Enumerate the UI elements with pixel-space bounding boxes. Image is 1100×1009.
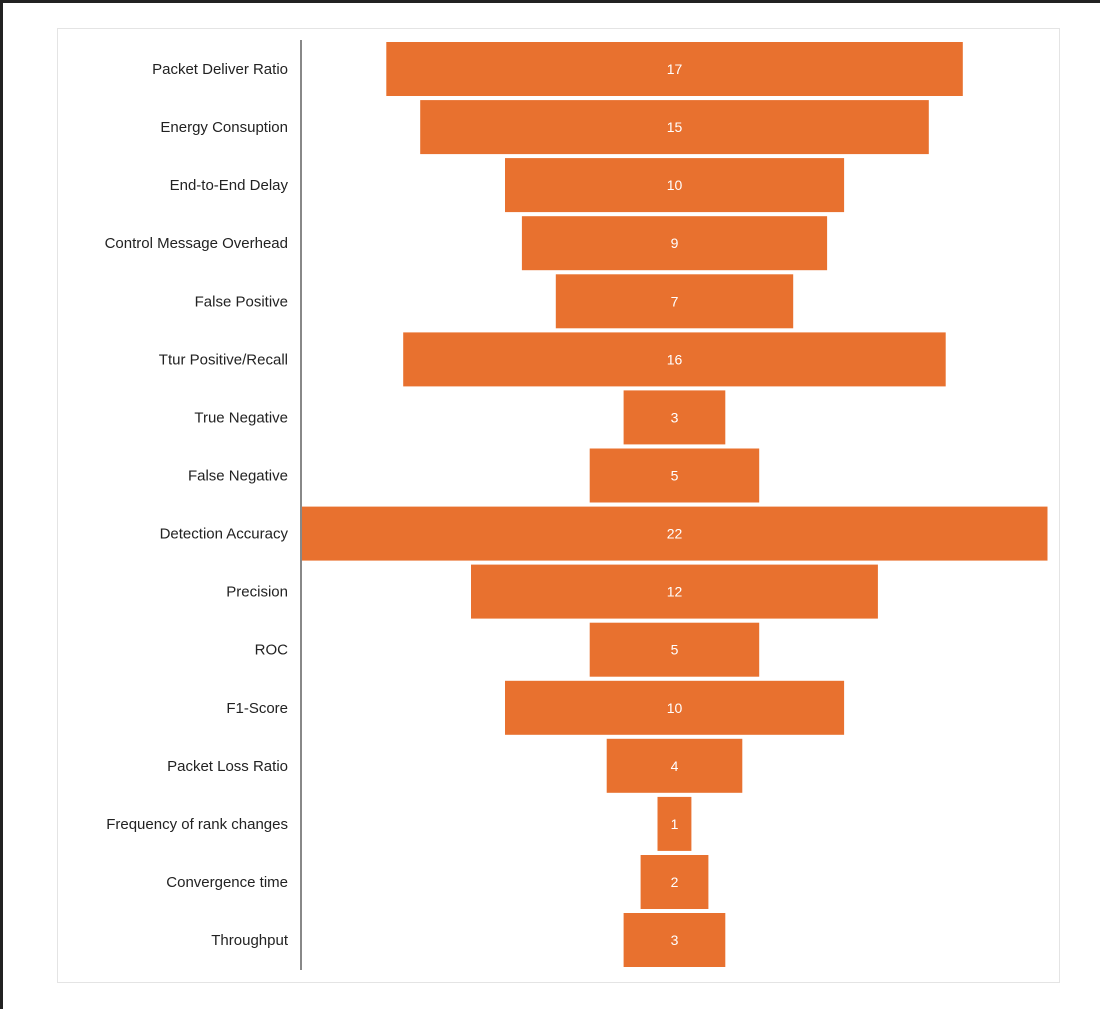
chart-plot-area bbox=[57, 28, 1060, 983]
data-label-precision: 12 bbox=[667, 584, 683, 600]
bar-energy-consuption bbox=[420, 100, 929, 155]
category-label-false-negative: False Negative bbox=[188, 467, 288, 484]
data-label-convergence-time: 2 bbox=[671, 874, 679, 890]
category-label-false-positive: False Positive bbox=[195, 293, 288, 310]
bar-throughput bbox=[623, 913, 726, 967]
bar-false-negative bbox=[589, 448, 760, 503]
category-label-energy-consuption: Energy Consuption bbox=[160, 119, 288, 136]
bar-false-positive bbox=[555, 274, 794, 329]
bar-packet-loss-ratio bbox=[606, 738, 743, 793]
category-label-packet-loss-ratio: Packet Loss Ratio bbox=[167, 758, 288, 775]
category-label-end-to-end-delay: End-to-End Delay bbox=[170, 177, 289, 194]
bar-ttur-positive-recall bbox=[403, 332, 946, 387]
data-label-roc: 5 bbox=[671, 642, 679, 658]
category-label-frequency-of-rank-changes: Frequency of rank changes bbox=[106, 816, 288, 833]
category-label-ttur-positive-recall: Ttur Positive/Recall bbox=[159, 351, 288, 368]
data-label-detection-accuracy: 22 bbox=[667, 526, 683, 542]
category-label-throughput: Throughput bbox=[211, 932, 289, 949]
data-label-frequency-of-rank-changes: 1 bbox=[671, 816, 679, 832]
data-label-packet-loss-ratio: 4 bbox=[671, 758, 679, 774]
data-label-packet-deliver-ratio: 17 bbox=[667, 61, 683, 77]
bar-precision bbox=[471, 564, 878, 619]
data-label-throughput: 3 bbox=[671, 932, 679, 948]
data-label-false-positive: 7 bbox=[671, 293, 679, 309]
bar-f1-score bbox=[505, 680, 845, 735]
category-labels-layer: Packet Deliver Ratio Energy Consuption End… bbox=[105, 61, 289, 949]
data-label-f1-score: 10 bbox=[667, 700, 683, 716]
data-label-ttur-positive-recall: 16 bbox=[667, 351, 683, 367]
bar-end-to-end-delay bbox=[505, 158, 845, 213]
bar-true-negative bbox=[623, 390, 726, 445]
data-label-control-message-overhead: 9 bbox=[671, 235, 679, 251]
data-label-energy-consuption: 15 bbox=[667, 119, 683, 135]
category-label-true-negative: True Negative bbox=[194, 409, 288, 426]
category-label-convergence-time: Convergence time bbox=[166, 874, 288, 891]
category-label-control-message-overhead: Control Message Overhead bbox=[105, 235, 288, 252]
data-label-true-negative: 3 bbox=[671, 409, 679, 425]
category-label-detection-accuracy: Detection Accuracy bbox=[160, 526, 289, 543]
category-label-packet-deliver-ratio: Packet Deliver Ratio bbox=[152, 61, 288, 78]
category-label-precision: Precision bbox=[226, 584, 288, 601]
data-label-false-negative: 5 bbox=[671, 467, 679, 483]
bar-roc bbox=[589, 622, 760, 677]
data-label-end-to-end-delay: 10 bbox=[667, 177, 683, 193]
category-label-f1-score: F1-Score bbox=[226, 700, 288, 717]
category-label-roc: ROC bbox=[255, 642, 289, 659]
bar-packet-deliver-ratio bbox=[386, 42, 963, 96]
bar-convergence-time bbox=[640, 855, 709, 909]
bar-control-message-overhead bbox=[521, 216, 828, 271]
bar-frequency-of-rank-changes bbox=[657, 796, 692, 851]
bar-detection-accuracy bbox=[301, 506, 1048, 561]
